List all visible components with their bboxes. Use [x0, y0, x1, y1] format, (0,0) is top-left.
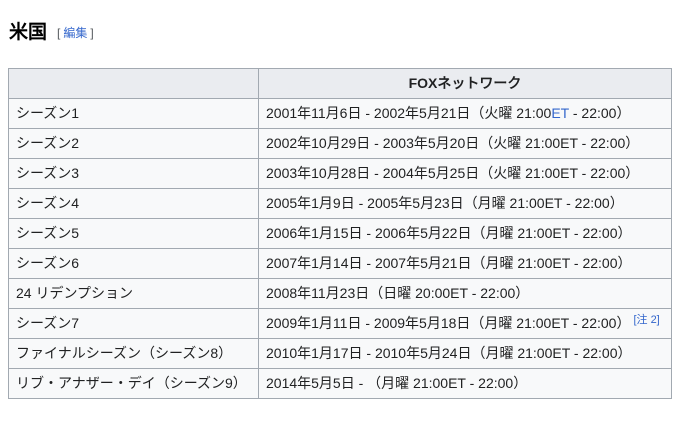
- airdate-text: 2007年1月14日 - 2007年5月21日（月曜 21:00ET - 22:…: [266, 255, 632, 271]
- season-cell: シーズン7: [8, 308, 259, 339]
- table-row: シーズン4 2005年1月9日 - 2005年5月23日（月曜 21:00ET -…: [8, 188, 672, 219]
- season-cell: シーズン3: [8, 158, 259, 189]
- airdate-text: 2002年10月29日 - 2003年5月20日（火曜 21:00ET - 22…: [266, 135, 640, 151]
- airdate-text: 2009年1月11日 - 2009年5月18日（月曜 21:00ET - 22:…: [266, 315, 631, 331]
- airdate-cell: 2014年5月5日 - （月曜 21:00ET - 22:00）: [258, 368, 672, 399]
- table-row: シーズン6 2007年1月14日 - 2007年5月21日（月曜 21:00ET …: [8, 248, 672, 279]
- airdate-text: 2005年1月9日 - 2005年5月23日（月曜 21:00ET - 22:0…: [266, 195, 624, 211]
- airdate-text: 2010年1月17日 - 2010年5月24日（月曜 21:00ET - 22:…: [266, 345, 632, 361]
- section-title: 米国: [9, 22, 48, 43]
- season-cell: シーズン6: [8, 248, 259, 279]
- season-cell: シーズン4: [8, 188, 259, 219]
- table-row: リブ・アナザー・デイ（シーズン9） 2014年5月5日 - （月曜 21:00ET…: [8, 368, 672, 399]
- airdate-cell: 2010年1月17日 - 2010年5月24日（月曜 21:00ET - 22:…: [258, 338, 672, 369]
- table-row: シーズン3 2003年10月28日 - 2004年5月25日（火曜 21:00ET…: [8, 158, 672, 189]
- table-row: シーズン7 2009年1月11日 - 2009年5月18日（月曜 21:00ET …: [8, 308, 672, 339]
- season-cell: シーズン1: [8, 98, 259, 129]
- table-row: ファイナルシーズン（シーズン8） 2010年1月17日 - 2010年5月24日（…: [8, 338, 672, 369]
- airdate-cell: 2007年1月14日 - 2007年5月21日（月曜 21:00ET - 22:…: [258, 248, 672, 279]
- table-row: シーズン1 2001年11月6日 - 2002年5月21日（火曜 21:00ET …: [8, 98, 672, 129]
- airdate-cell: 2008年11月23日（日曜 20:00ET - 22:00）: [258, 278, 672, 309]
- season-cell: 24 リデンプション: [8, 278, 259, 309]
- airdate-cell: 2001年11月6日 - 2002年5月21日（火曜 21:00ET - 22:…: [258, 98, 672, 129]
- network-column-header: FOXネットワーク: [258, 68, 672, 99]
- edit-bracket-close: ]: [90, 25, 94, 40]
- airdate-text: 2001年11月6日 - 2002年5月21日（火曜 21:00: [266, 105, 552, 121]
- airdate-text: 2003年10月28日 - 2004年5月25日（火曜 21:00ET - 22…: [266, 165, 640, 181]
- airdate-text: 2014年5月5日 - （月曜 21:00ET - 22:00）: [266, 375, 528, 391]
- note-reference-link[interactable]: [注 2]: [633, 314, 660, 326]
- note-reference: [注 2]: [633, 314, 659, 326]
- seasons-table: FOXネットワーク シーズン1 2001年11月6日 - 2002年5月21日（火…: [8, 68, 672, 399]
- table-row: シーズン5 2006年1月15日 - 2006年5月22日（月曜 21:00ET …: [8, 218, 672, 249]
- table-row: シーズン2 2002年10月29日 - 2003年5月20日（火曜 21:00ET…: [8, 128, 672, 159]
- edit-link[interactable]: 編集: [63, 25, 88, 40]
- season-cell: リブ・アナザー・デイ（シーズン9）: [8, 368, 259, 399]
- season-cell: ファイナルシーズン（シーズン8）: [8, 338, 259, 369]
- table-header-row: FOXネットワーク: [8, 68, 672, 99]
- season-cell: シーズン5: [8, 218, 259, 249]
- table-row: 24 リデンプション 2008年11月23日（日曜 20:00ET - 22:00…: [8, 278, 672, 309]
- airdate-text: - 22:00）: [568, 105, 631, 121]
- airdate-text: 2008年11月23日（日曜 20:00ET - 22:00）: [266, 285, 530, 301]
- season-cell: シーズン2: [8, 128, 259, 159]
- et-timezone-link[interactable]: ET: [551, 105, 569, 121]
- airdate-cell: 2003年10月28日 - 2004年5月25日（火曜 21:00ET - 22…: [258, 158, 672, 189]
- edit-section: [編集]: [57, 26, 94, 40]
- airdate-cell: 2009年1月11日 - 2009年5月18日（月曜 21:00ET - 22:…: [258, 308, 672, 339]
- season-column-header: [8, 68, 259, 99]
- airdate-text: 2006年1月15日 - 2006年5月22日（月曜 21:00ET - 22:…: [266, 225, 632, 241]
- section-heading: 米国 [編集]: [9, 21, 691, 44]
- edit-bracket-open: [: [57, 25, 61, 40]
- table-body: シーズン1 2001年11月6日 - 2002年5月21日（火曜 21:00ET …: [8, 98, 672, 399]
- airdate-cell: 2006年1月15日 - 2006年5月22日（月曜 21:00ET - 22:…: [258, 218, 672, 249]
- airdate-cell: 2005年1月9日 - 2005年5月23日（月曜 21:00ET - 22:0…: [258, 188, 672, 219]
- airdate-cell: 2002年10月29日 - 2003年5月20日（火曜 21:00ET - 22…: [258, 128, 672, 159]
